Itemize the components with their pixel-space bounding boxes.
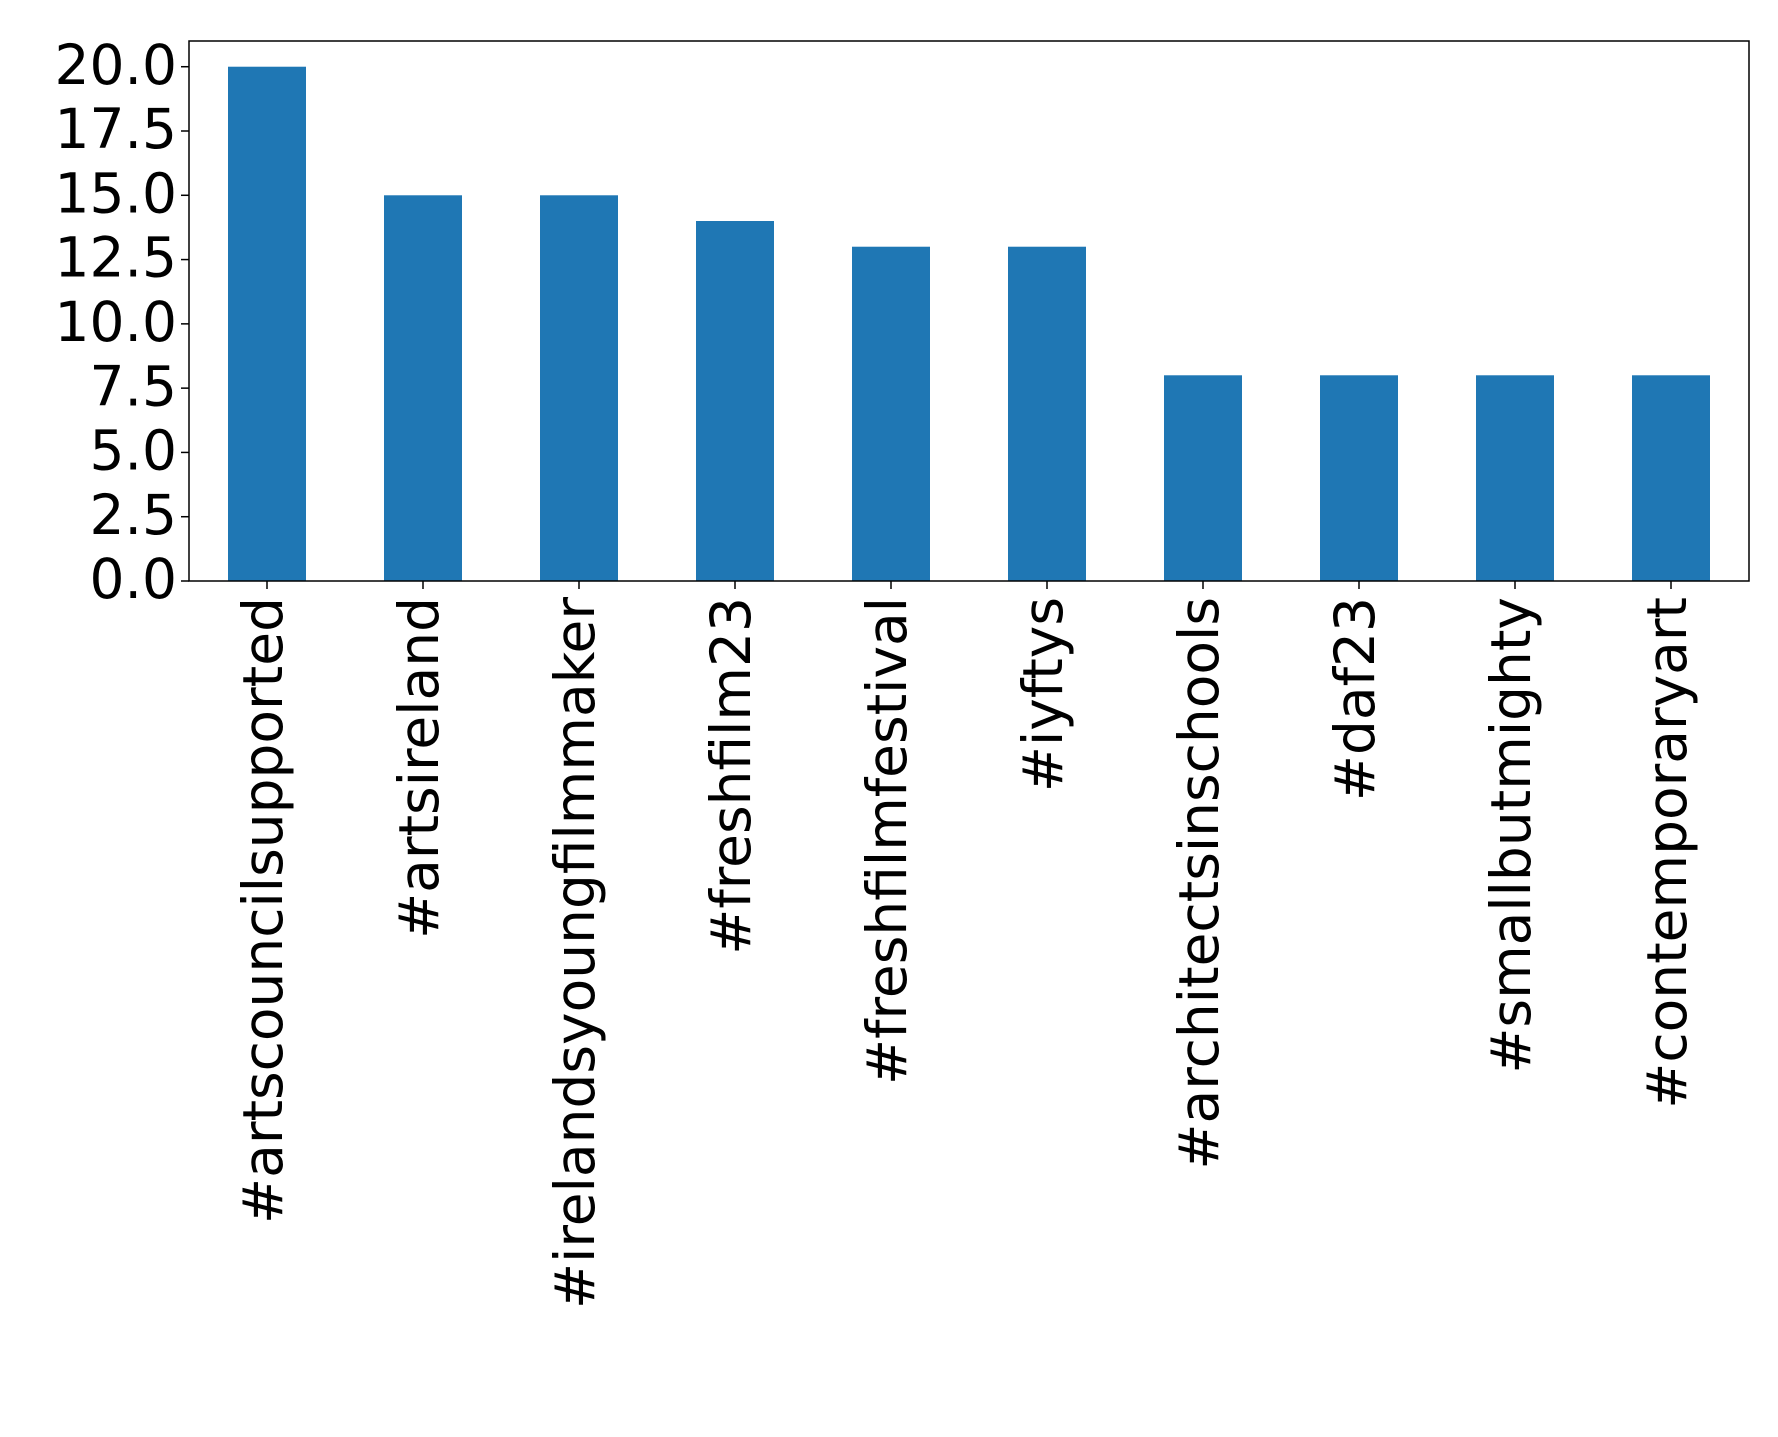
- x-tick-label: #smallbutmighty: [1479, 597, 1543, 1074]
- y-tick-label: 12.5: [55, 226, 177, 290]
- x-tick-label: #freshfilm23: [699, 597, 763, 955]
- bar: [1476, 375, 1554, 581]
- bar: [1008, 246, 1086, 581]
- y-tick-label: 2.5: [90, 483, 177, 547]
- y-tick-label: 7.5: [90, 354, 177, 418]
- y-tick-label: 5.0: [90, 419, 177, 483]
- x-tick-label: #artsireland: [387, 597, 451, 939]
- bar: [696, 221, 774, 581]
- y-tick-label: 15.0: [55, 161, 177, 225]
- x-tick-label: #daf23: [1323, 597, 1387, 801]
- bar: [1632, 375, 1710, 581]
- x-tick-label: #irelandsyoungfilmmaker: [543, 597, 607, 1309]
- x-tick-label: #freshfilmfestival: [855, 597, 919, 1085]
- x-tick-label: #iyftys: [1011, 597, 1075, 792]
- x-tick-label: #architectsinschools: [1167, 597, 1231, 1170]
- bar: [228, 66, 306, 581]
- y-tick-label: 0.0: [90, 547, 177, 611]
- plot-frame: [188, 40, 1750, 582]
- x-tick-label: #contemporaryart: [1635, 597, 1699, 1109]
- y-tick-label: 20.0: [55, 33, 177, 97]
- bar: [540, 195, 618, 582]
- bar: [1320, 375, 1398, 581]
- x-tick-label: #artscouncilsupported: [231, 597, 295, 1224]
- y-tick-label: 17.5: [55, 97, 177, 161]
- bar: [384, 195, 462, 582]
- bar: [1164, 375, 1242, 581]
- bar: [852, 246, 930, 581]
- y-tick-label: 10.0: [55, 290, 177, 354]
